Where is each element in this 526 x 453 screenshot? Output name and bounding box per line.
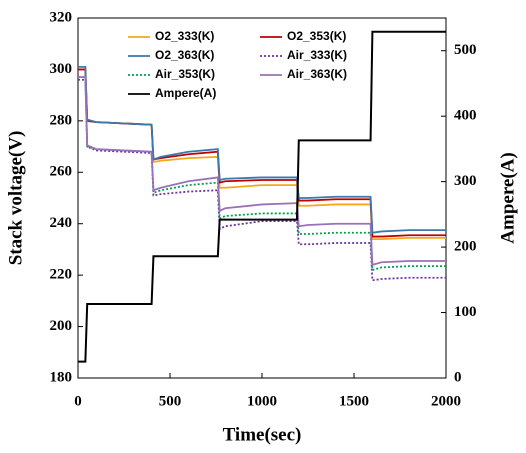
legend-label: O2_353(K) xyxy=(287,29,346,43)
y-tick-label: 240 xyxy=(50,215,73,231)
x-tick-label: 500 xyxy=(159,393,182,409)
y2-axis-label: Ampere(A) xyxy=(497,152,518,243)
y2-tick-label: 200 xyxy=(454,239,477,255)
series-line xyxy=(78,65,446,234)
x-tick-label: 2000 xyxy=(431,393,461,409)
legend-label: Air_353(K) xyxy=(155,67,215,81)
y2-tick-label: 0 xyxy=(454,369,462,385)
plot-frame xyxy=(77,17,447,379)
series-line xyxy=(78,76,446,272)
x-tick-label: 1000 xyxy=(247,393,277,409)
y-tick-label: 320 xyxy=(50,9,73,25)
y-tick-label: 280 xyxy=(50,112,73,128)
series-line xyxy=(78,76,446,267)
y-axis-label: Stack voltage(V) xyxy=(5,131,26,266)
y-tick-label: 220 xyxy=(50,267,73,283)
legend-label: O2_333(K) xyxy=(155,29,214,43)
y2-tick-label: 100 xyxy=(454,304,477,320)
y2-tick-label: 500 xyxy=(454,42,477,58)
y-tick-label: 300 xyxy=(50,61,73,77)
series-line xyxy=(78,30,446,363)
y2-tick-label: 400 xyxy=(454,108,477,124)
legend-label: Ampere(A) xyxy=(155,86,216,100)
x-tick-label: 0 xyxy=(74,393,82,409)
x-tick-label: 1500 xyxy=(339,393,369,409)
y-tick-label: 260 xyxy=(50,164,73,180)
y-tick-label: 180 xyxy=(50,369,73,385)
y-tick-label: 200 xyxy=(50,318,73,334)
y2-tick-label: 300 xyxy=(454,173,477,189)
x-axis-label: Time(sec) xyxy=(223,424,302,445)
legend-label: Air_333(K) xyxy=(287,48,347,62)
legend-label: O2_363(K) xyxy=(155,48,214,62)
legend-label: Air_363(K) xyxy=(287,67,347,81)
